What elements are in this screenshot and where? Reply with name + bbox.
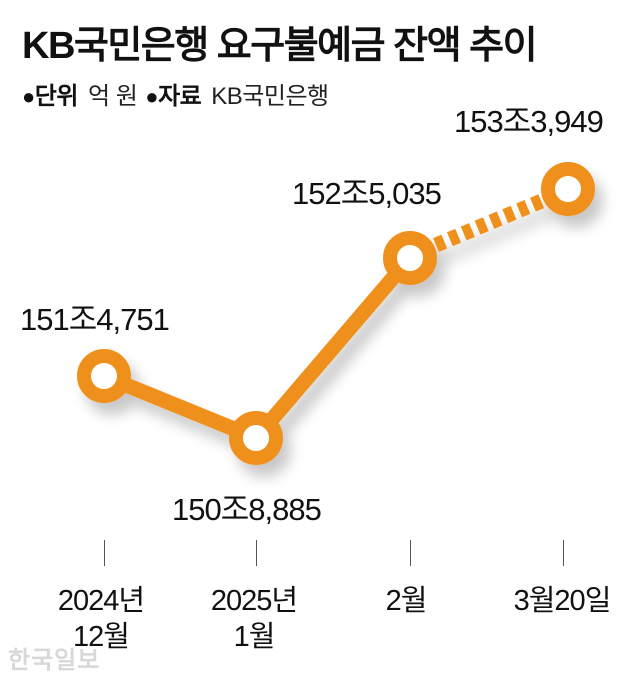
bullet-icon: ● [22,84,35,109]
x-axis-label: 3월20일 [513,585,612,617]
line-segment-solid [101,369,259,445]
source-key: 자료 [158,83,202,110]
point-label: 151조4,751 [20,302,170,337]
x-tick [563,540,564,566]
x-tick [410,540,411,566]
chart-meta: ●단위 억 원 ●자료 KB국민은행 [22,76,337,111]
x-tick [104,540,105,566]
chart-title: KB국민은행 요구불예금 잔액 추이 [22,25,538,67]
unit-value: 억 원 [87,83,138,110]
point-label: 152조5,035 [292,176,442,211]
line-segment-solid [250,253,416,443]
bullet-icon: ● [145,84,159,109]
line-segment-dashed [433,193,547,252]
data-point-marker [383,231,437,285]
data-point-marker [541,162,595,216]
x-axis-label: 2024년 12월 [57,585,145,654]
x-axis-label: 2025년 1월 [210,585,298,654]
point-label: 150조8,885 [172,492,322,527]
x-tick [256,540,257,566]
unit-key: 단위 [34,83,79,110]
point-label: 153조3,949 [454,104,604,139]
publisher-watermark: 한국일보 [8,647,101,674]
data-point-marker [229,411,283,465]
x-axis-label: 2월 [385,585,428,617]
data-point-marker [77,349,131,403]
source-value: KB국민은행 [211,83,329,110]
